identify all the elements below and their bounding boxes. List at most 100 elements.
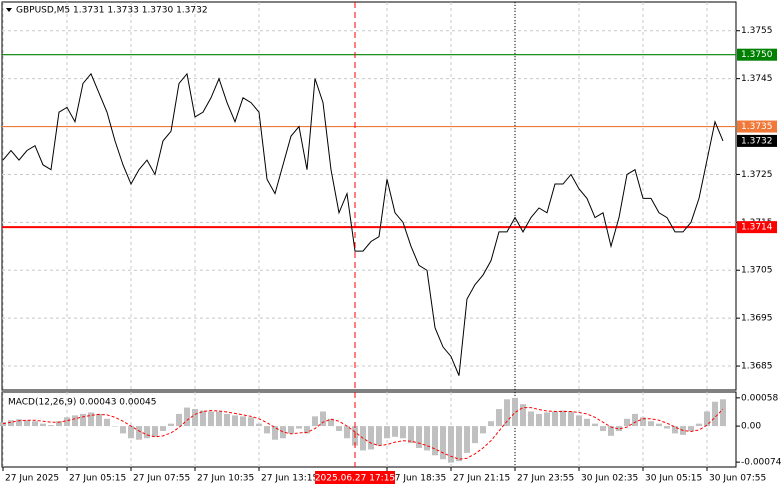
cursor-label-bg <box>315 471 395 484</box>
macd-bar <box>80 413 86 427</box>
macd-bar <box>248 417 254 427</box>
macd-bar <box>208 411 214 427</box>
macd-bar <box>176 413 182 427</box>
macd-panel <box>1 391 737 468</box>
macd-bar <box>536 413 542 427</box>
macd-bar <box>312 416 318 427</box>
macd-bar <box>200 410 206 427</box>
last-price-label: 1.3732 <box>741 136 773 146</box>
macd-bar <box>688 426 694 431</box>
x-tick-label: 30 Jun 05:15 <box>645 474 702 484</box>
y-tick-label: 1.3705 <box>741 266 773 276</box>
y-tick-label: 0.00058 <box>741 393 778 403</box>
macd-bar <box>136 426 142 440</box>
macd-bar <box>104 418 110 427</box>
macd-bar <box>504 399 510 427</box>
macd-bar <box>608 426 614 436</box>
macd-bar <box>72 415 78 427</box>
cursor-label: 2025.06.27 17:15 <box>315 474 395 484</box>
macd-bar <box>464 426 470 453</box>
level-label-bg <box>737 221 777 234</box>
macd-bar <box>160 426 166 431</box>
macd-bar <box>32 421 38 427</box>
macd-bar <box>672 426 678 434</box>
y-tick-label: 1.3685 <box>741 362 773 372</box>
macd-bar <box>488 421 494 427</box>
macd-bar <box>712 401 718 427</box>
macd-bar <box>152 426 158 437</box>
x-tick-label: 27 Jun 23:55 <box>517 474 574 484</box>
macd-bar <box>520 404 526 427</box>
chart-title: GBPUSD,M5 1.3731 1.3733 1.3730 1.3732 <box>16 6 208 16</box>
y-tick-label: 1.3725 <box>741 170 773 180</box>
macd-bar <box>304 426 310 434</box>
macd-bar <box>440 426 446 460</box>
macd-bar <box>400 426 406 439</box>
macd-bar <box>216 411 222 427</box>
macd-bar <box>432 426 438 456</box>
y-tick-label: 0.00 <box>741 422 761 432</box>
macd-bar <box>56 421 62 427</box>
macd-bar <box>560 410 566 427</box>
macd-bar <box>392 426 398 437</box>
x-tick-label: 27 Jun 07:55 <box>133 474 190 484</box>
macd-bar <box>368 426 374 450</box>
macd-bar <box>112 426 118 427</box>
macd-bar <box>552 411 558 427</box>
macd-bar <box>40 423 46 427</box>
macd-bar <box>592 423 598 427</box>
macd-bar <box>64 417 70 427</box>
macd-bar <box>408 426 414 444</box>
level-label: 1.3750 <box>741 50 773 60</box>
x-tick-label: 27 Jun 05:15 <box>69 474 126 484</box>
x-tick-label: 30 Jun 07:55 <box>709 474 766 484</box>
macd-bar <box>280 426 286 439</box>
macd-bar <box>512 397 518 427</box>
macd-bar <box>128 426 134 439</box>
macd-bar <box>584 418 590 427</box>
macd-bar <box>424 426 430 451</box>
x-tick-label: 27 Jun 21:15 <box>453 474 510 484</box>
macd-bar <box>240 416 246 427</box>
macd-bar <box>720 399 726 427</box>
macd-bar <box>416 426 422 449</box>
macd-bar <box>8 420 14 427</box>
macd-bar <box>144 426 150 439</box>
level-label: 1.3735 <box>741 122 773 132</box>
macd-bar <box>272 426 278 440</box>
macd-bar <box>24 420 30 427</box>
macd-bar <box>192 409 198 427</box>
macd-bar <box>576 415 582 427</box>
macd-bar <box>264 426 270 434</box>
macd-bar <box>232 415 238 427</box>
level-label-bg <box>737 48 777 61</box>
price-panel <box>1 1 737 391</box>
macd-bar <box>664 426 670 429</box>
x-tick-label: 27 Jun 2025 <box>5 474 59 484</box>
macd-bar <box>640 417 646 427</box>
macd-bar <box>656 423 662 427</box>
macd-bar <box>320 411 326 427</box>
macd-bar <box>480 426 486 434</box>
macd-bar <box>256 423 262 427</box>
macd-bar <box>616 426 622 431</box>
macd-bar <box>632 413 638 427</box>
macd-bar <box>376 426 382 446</box>
last-price-bg <box>737 134 777 147</box>
macd-bar <box>328 418 334 427</box>
macd-bar <box>544 412 550 427</box>
x-tick-label: 30 Jun 02:35 <box>581 474 638 484</box>
y-tick-label: 1.3755 <box>741 26 773 36</box>
macd-bar <box>0 422 6 427</box>
macd-bar <box>600 426 606 431</box>
macd-bar <box>88 412 94 427</box>
macd-bar <box>696 423 702 427</box>
price-line <box>2 72 724 376</box>
macd-bar <box>336 426 342 431</box>
macd-bar <box>704 411 710 427</box>
macd-bar <box>528 411 534 427</box>
macd-bar <box>472 426 478 444</box>
